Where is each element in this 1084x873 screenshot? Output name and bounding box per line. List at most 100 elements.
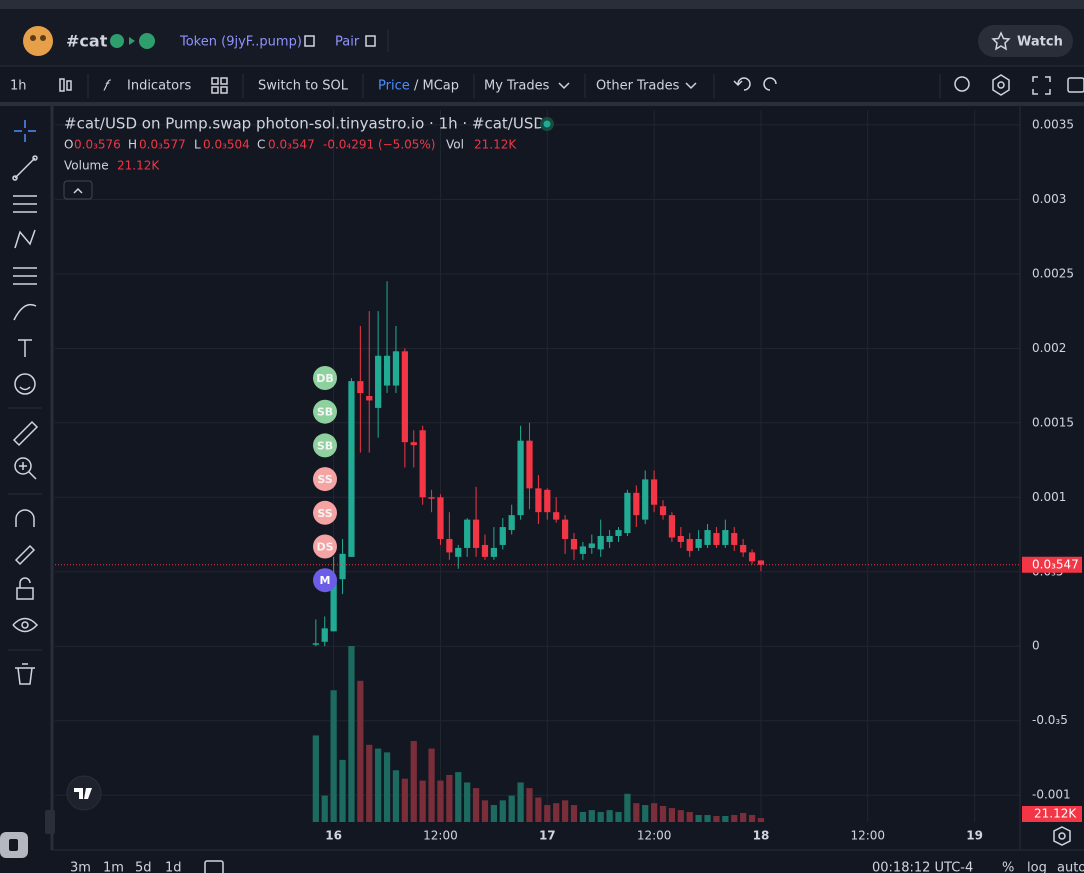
candle-body — [748, 552, 756, 562]
layout-icon[interactable] — [211, 86, 219, 94]
interval[interactable]: 1h — [10, 79, 27, 94]
y-tick-label: 0.001 — [1032, 490, 1066, 504]
toolbar — [0, 66, 1084, 104]
switch-currency[interactable]: Switch to SOL — [258, 79, 349, 94]
collapse-handle[interactable] — [45, 810, 55, 834]
volume-bar — [704, 815, 711, 822]
candle-body — [722, 530, 729, 545]
alert-icon[interactable] — [954, 76, 970, 92]
candle-icon[interactable] — [59, 78, 65, 92]
trade-marker[interactable] — [313, 467, 337, 492]
trade-marker[interactable] — [313, 366, 337, 390]
candle-body — [731, 533, 738, 545]
volume-bar — [357, 680, 364, 822]
axis-settings[interactable] — [1053, 826, 1071, 846]
fx-icon[interactable]: 𝑓 — [103, 77, 112, 95]
range-button[interactable]: 1m — [103, 861, 124, 873]
ohlc-key: C — [257, 138, 265, 152]
volume-bar — [606, 810, 613, 822]
range-button[interactable]: 5d — [135, 861, 152, 873]
watch-label[interactable]: Watch — [1017, 35, 1063, 50]
drawing-tools[interactable] — [12, 120, 39, 685]
y-tick-label: 0.002 — [1032, 341, 1066, 355]
token-avatar — [30, 35, 36, 41]
trade-marker-label[interactable]: M — [320, 574, 331, 587]
candle-body — [339, 553, 346, 580]
candle-body — [428, 497, 435, 499]
price-tag-label: 0.0₃547 — [1032, 557, 1079, 571]
volume-bar — [517, 782, 524, 822]
range-button[interactable]: 1d — [165, 861, 182, 873]
collapse-legend[interactable] — [73, 187, 83, 194]
y-tick-label: 0.0035 — [1032, 117, 1074, 131]
volume-bar — [677, 810, 684, 822]
volume-bar — [330, 690, 337, 822]
price-mode[interactable]: Price — [378, 79, 410, 94]
volume-bar — [597, 812, 604, 822]
candle-body — [437, 497, 444, 539]
volume-bar — [615, 812, 622, 822]
y-tick-label: 0.0015 — [1032, 415, 1074, 429]
other-trades[interactable]: Other Trades — [596, 79, 680, 94]
candle-body — [553, 512, 560, 520]
trade-marker-label[interactable]: SS — [317, 473, 332, 486]
undo-icon[interactable] — [733, 77, 751, 91]
status-dot — [543, 120, 551, 128]
candle-body — [481, 544, 489, 557]
volume-bar — [748, 815, 756, 822]
range-button[interactable]: 3m — [70, 861, 91, 873]
candle-icon[interactable] — [66, 80, 72, 91]
volume-bar — [686, 812, 693, 822]
trade-marker-label[interactable]: DB — [316, 372, 334, 385]
layout-icon[interactable] — [211, 77, 219, 85]
settings-icon[interactable] — [992, 74, 1010, 96]
trade-marker[interactable] — [313, 500, 337, 525]
volume-bar — [401, 778, 408, 822]
candle-body — [651, 479, 658, 505]
trade-marker-label[interactable]: SB — [317, 439, 333, 452]
volume-bar — [392, 770, 400, 822]
layout-icon[interactable] — [220, 86, 228, 94]
candle-body — [410, 442, 417, 446]
token-avatar — [40, 35, 46, 41]
volume-bar — [642, 805, 649, 822]
volume-bar — [579, 812, 587, 822]
trade-marker[interactable] — [313, 399, 337, 424]
x-tick-label: 12:00 — [423, 829, 458, 843]
my-trades[interactable]: My Trades — [484, 79, 550, 94]
star-icon — [991, 31, 1011, 51]
ohlc-key: Vol — [446, 138, 464, 152]
percent-toggle[interactable]: % — [1002, 861, 1014, 873]
fullscreen-icon[interactable] — [1032, 76, 1051, 95]
volume-tag — [1022, 806, 1082, 822]
token-link[interactable]: Token (9jyF..pump) — [179, 35, 302, 50]
copy-icon[interactable] — [365, 35, 376, 47]
tv-logo[interactable] — [66, 775, 102, 811]
candle-body — [517, 440, 524, 516]
candle-body — [312, 643, 319, 645]
copy-icon[interactable] — [304, 35, 315, 47]
log-toggle[interactable]: log — [1027, 861, 1047, 873]
candle-body — [499, 527, 506, 545]
volume-bar — [348, 646, 355, 822]
panel-toggle[interactable] — [9, 839, 18, 851]
trade-marker-label[interactable]: SS — [317, 507, 332, 520]
indicators[interactable]: Indicators — [127, 79, 191, 94]
layout-icon[interactable] — [220, 77, 228, 85]
volume-bar — [419, 780, 426, 822]
calendar-icon[interactable] — [204, 860, 224, 873]
auto-toggle[interactable]: auto — [1057, 861, 1084, 873]
trade-marker[interactable] — [313, 433, 337, 458]
pair-link[interactable]: Pair — [335, 35, 360, 50]
ohlc-value: 0.0₃547 — [268, 138, 315, 152]
trade-marker[interactable] — [313, 534, 337, 559]
candle-body — [348, 381, 355, 557]
axis-settings[interactable] — [1058, 832, 1066, 840]
settings-icon[interactable] — [997, 81, 1005, 89]
x-tick-label: 12:00 — [850, 829, 885, 843]
trade-marker-label[interactable]: SB — [317, 406, 333, 419]
mcap-mode[interactable]: / MCap — [414, 79, 459, 94]
trade-marker-label[interactable]: DS — [316, 541, 333, 554]
trade-marker[interactable] — [313, 568, 337, 593]
camera-icon[interactable] — [1067, 77, 1084, 93]
